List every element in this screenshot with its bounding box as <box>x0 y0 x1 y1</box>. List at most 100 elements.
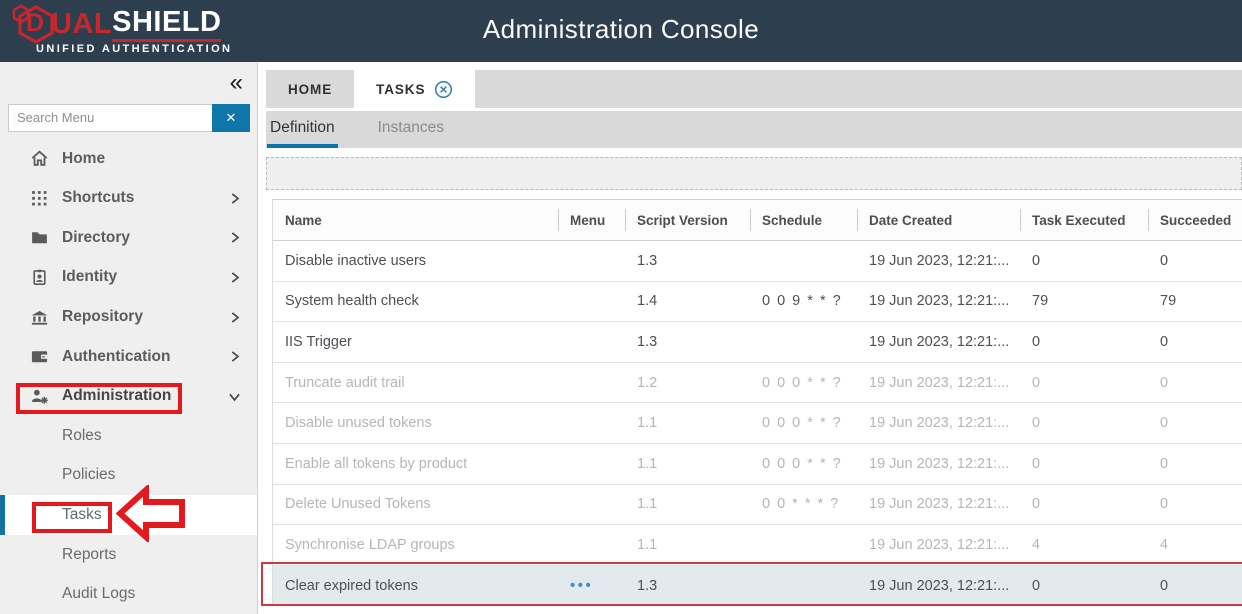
subtab-definition[interactable]: Definition <box>267 111 338 148</box>
table-row[interactable]: Enable all tokens by product 1.1 0 0 0 * *… <box>273 443 1242 485</box>
table-row[interactable]: Truncate audit trail 1.2 0 0 0 * * ? 19 Jun… <box>273 362 1242 404</box>
cell-menu <box>558 241 625 281</box>
tasks-table: Name Menu Script Version Schedule Date Creat… <box>272 199 1242 607</box>
tab-tasks[interactable]: TASKS <box>354 70 476 108</box>
logo-tagline: UNIFIED AUTHENTICATION <box>36 43 233 55</box>
cell-script-version: 1.3 <box>637 577 658 594</box>
page-title: Administration Console <box>482 14 760 44</box>
cell-schedule: 0 0 0 * * ? <box>762 374 843 391</box>
identity-icon <box>30 268 49 287</box>
column-header-task-executed: Task Executed <box>1020 200 1148 240</box>
cell-schedule: 0 0 * * * ? <box>762 496 840 513</box>
cell-succeeded: 79 <box>1160 293 1177 310</box>
logo-text-red: UAL <box>51 7 113 40</box>
collapse-sidebar-icon[interactable]: « <box>229 68 243 96</box>
cell-date-created: 19 Jun 2023, 12:21:... <box>869 252 1010 269</box>
cell-menu <box>558 403 625 443</box>
cell-schedule <box>750 566 857 606</box>
home-icon <box>30 149 49 168</box>
cell-name: Truncate audit trail <box>285 374 405 391</box>
cell-date-created: 19 Jun 2023, 12:21:... <box>869 455 1010 472</box>
repository-icon <box>30 308 49 327</box>
cell-succeeded: 4 <box>1160 536 1169 553</box>
table-row[interactable]: IIS Trigger 1.3 19 Jun 2023, 12:21:... 0 0 <box>273 322 1242 363</box>
sidebar-item-policies[interactable]: Policies <box>0 456 257 496</box>
cell-task-executed: 0 <box>1032 415 1041 432</box>
search-input[interactable] <box>8 103 212 132</box>
sidebar-item-label: Authentication <box>62 347 171 365</box>
subtab-instances[interactable]: Instances <box>375 111 447 148</box>
table-row[interactable]: Disable unused tokens 1.1 0 0 0 * * ? 19 Ju… <box>273 403 1242 444</box>
cell-date-created: 19 Jun 2023, 12:21:... <box>869 536 1010 553</box>
cell-succeeded: 0 <box>1160 333 1169 350</box>
chevron-right-icon <box>228 192 241 205</box>
sidebar-item-tasks[interactable]: Tasks <box>0 495 257 535</box>
sidebar: « ✕ Home Shortcuts Directory Identity Reposi… <box>0 62 258 614</box>
sidebar-item-roles[interactable]: Roles <box>0 416 257 456</box>
cell-schedule <box>750 241 857 281</box>
sidebar-item-label: Administration <box>62 387 172 405</box>
sidebar-item-label: Reports <box>62 545 117 563</box>
subtab-label: Definition <box>270 118 335 136</box>
cell-succeeded: 0 <box>1160 415 1169 432</box>
sidebar-item-authentication[interactable]: Authentication <box>0 337 257 377</box>
column-header-succeeded: Succeeded <box>1148 200 1242 240</box>
main-content: HOME TASKS Definition Instances Name Menu Sc… <box>258 62 1242 614</box>
cell-script-version: 1.4 <box>637 293 658 310</box>
table-row[interactable]: Disable inactive users 1.3 19 Jun 2023, 12… <box>273 241 1242 282</box>
administration-icon <box>30 387 49 406</box>
sidebar-item-shortcuts[interactable]: Shortcuts <box>0 178 257 218</box>
sidebar-item-reports[interactable]: Reports <box>0 535 257 575</box>
logo-wordmark: D UAL SHIELD <box>10 4 232 44</box>
cell-date-created: 19 Jun 2023, 12:21:... <box>869 333 1010 350</box>
sidebar-collapse-row: « <box>0 62 257 104</box>
cell-script-version: 1.1 <box>637 455 658 472</box>
table-row[interactable]: Clear expired tokens ••• 1.3 19 Jun 2023, 1… <box>273 565 1242 607</box>
cell-script-version: 1.1 <box>637 496 658 513</box>
cell-succeeded: 0 <box>1160 496 1169 513</box>
cell-succeeded: 0 <box>1160 374 1169 391</box>
cell-date-created: 19 Jun 2023, 12:21:... <box>869 415 1010 432</box>
sidebar-item-home[interactable]: Home <box>0 139 257 179</box>
cell-menu: ••• <box>558 566 625 606</box>
cell-task-executed: 0 <box>1032 577 1041 594</box>
cell-task-executed: 0 <box>1032 496 1041 513</box>
table-row[interactable]: Delete Unused Tokens 1.1 0 0 * * * ? 19 Jun… <box>273 484 1242 526</box>
sidebar-item-audit-logs[interactable]: Audit Logs <box>0 574 257 614</box>
task-toolbar <box>266 157 1242 190</box>
cell-name: Synchronise LDAP groups <box>285 536 455 553</box>
close-tab-icon[interactable] <box>434 80 453 99</box>
cell-name: Delete Unused Tokens <box>285 496 431 513</box>
cell-menu <box>558 485 625 525</box>
sidebar-item-label: Identity <box>62 268 118 286</box>
cell-schedule: 0 0 9 * * ? <box>762 293 843 310</box>
chevron-right-icon <box>228 311 241 324</box>
table-row[interactable]: System health check 1.4 0 0 9 * * ? 19 Jun … <box>273 281 1242 323</box>
cell-task-executed: 79 <box>1032 293 1049 310</box>
cell-script-version: 1.1 <box>637 536 658 553</box>
sidebar-item-identity[interactable]: Identity <box>0 258 257 298</box>
chevron-right-icon <box>228 231 241 244</box>
sidebar-item-repository[interactable]: Repository <box>0 297 257 337</box>
sidebar-item-directory[interactable]: Directory <box>0 218 257 258</box>
row-menu-ellipsis-icon[interactable]: ••• <box>570 577 594 595</box>
cell-schedule: 0 0 0 * * ? <box>762 455 843 472</box>
cell-succeeded: 0 <box>1160 455 1169 472</box>
top-header-bar: D UAL SHIELD UNIFIED AUTHENTICATION Admin… <box>0 0 1242 62</box>
cell-schedule: 0 0 0 * * ? <box>762 415 843 432</box>
table-row[interactable]: Synchronise LDAP groups 1.1 19 Jun 2023, 1… <box>273 525 1242 566</box>
chevron-right-icon <box>228 271 241 284</box>
cell-task-executed: 0 <box>1032 252 1041 269</box>
cell-task-executed: 4 <box>1032 536 1041 553</box>
tab-home[interactable]: HOME <box>266 70 354 108</box>
sidebar-item-label: Repository <box>62 308 143 326</box>
sidebar-item-label: Roles <box>62 426 102 444</box>
dualshield-hexagon-icon: D <box>10 4 56 44</box>
cell-task-executed: 0 <box>1032 455 1041 472</box>
sidebar-item-administration[interactable]: Administration <box>0 376 257 416</box>
shortcuts-icon <box>30 189 49 208</box>
column-header-script-version: Script Version <box>625 200 750 240</box>
tab-bar: HOME TASKS <box>266 70 1242 108</box>
search-clear-button[interactable]: ✕ <box>212 103 250 132</box>
